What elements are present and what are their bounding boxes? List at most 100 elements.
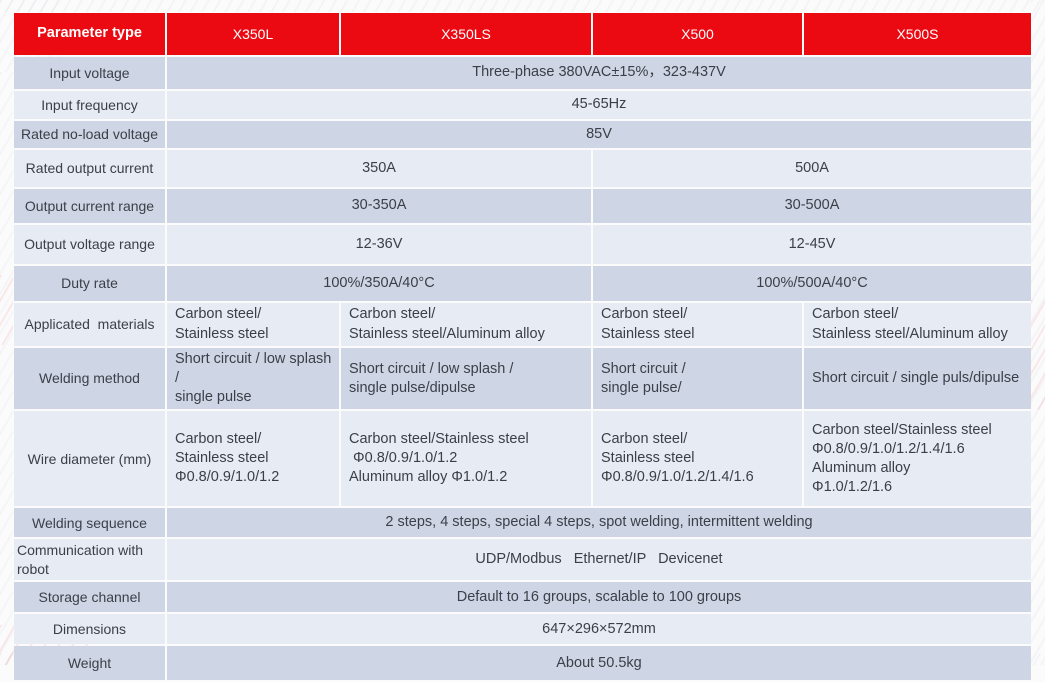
data-cell: About 50.5kg <box>167 646 1031 681</box>
header-cell-model-x500: X500 <box>593 13 802 55</box>
data-cell: Carbon steel/Stainless steel Φ0.8/0.9/1.… <box>341 411 591 507</box>
data-cell: UDP/Modbus Ethernet/IP Devicenet <box>167 539 1031 581</box>
data-cell: Short circuit / low splash / single pulse… <box>341 348 591 410</box>
data-cell: 2 steps, 4 steps, special 4 steps, spot … <box>167 508 1031 538</box>
row-label-text: Input voltage <box>49 64 130 81</box>
data-cell: Short circuit / single pulse/ <box>593 348 802 410</box>
data-cell-line: Carbon steel/ <box>175 431 262 448</box>
data-cell-line: Φ0.8/0.9/1.0/1.2/1.4/1.6 <box>812 440 965 457</box>
data-cell-text: 30-350A <box>351 197 407 214</box>
row-label: Welding sequence <box>14 508 165 538</box>
data-cell: 45-65Hz <box>167 91 1031 119</box>
row-label: Output current range <box>14 189 165 223</box>
table-row-duty-rate: Duty rate 100%/350A/40°C 100%/500A/40°C <box>14 266 1031 301</box>
hatch-decoration-top <box>0 0 1045 12</box>
table-row-dimensions: Dimensions 647×296×572mm <box>14 614 1031 645</box>
data-cell: Short circuit / single puls/dipulse <box>804 348 1031 410</box>
table-row-weight: Weight About 50.5kg <box>14 646 1031 681</box>
data-cell-line: Φ0.8/0.9/1.0/1.2 <box>175 469 280 486</box>
row-label-text: Output voltage range <box>24 236 155 253</box>
row-label: Rated no-load voltage <box>14 121 165 148</box>
row-label-text: Weight <box>67 655 112 672</box>
data-cell: 100%/500A/40°C <box>593 266 1031 301</box>
row-label: Output voltage range <box>14 225 165 264</box>
table-row-output-current-range: Output current range 30-350A 30-500A <box>14 189 1031 223</box>
data-cell: Three-phase 380VAC±15%，323-437V <box>167 57 1031 89</box>
table-row-welding-method: Welding method Short circuit / low splash… <box>14 348 1031 410</box>
data-cell-text: 647×296×572mm <box>542 620 656 637</box>
data-cell: Carbon steel/Stainless steel <box>167 303 339 346</box>
data-cell: Carbon steel/Stainless steel/Aluminum al… <box>341 303 591 346</box>
table-row-wire-diameter-mm: Wire diameter (mm) Carbon steel/Stainless… <box>14 411 1031 507</box>
row-label: Weight <box>14 646 165 681</box>
data-cell-text: 100%/500A/40°C <box>756 274 868 291</box>
row-label: Wire diameter (mm) <box>14 411 165 507</box>
header-cell-parameter-type: Parameter type <box>14 13 165 55</box>
data-cell-line: Short circuit / <box>601 360 686 377</box>
data-cell: Carbon steel/Stainless steel Φ0.8/0.9/1.0… <box>167 411 339 507</box>
table-header-row: Parameter type X350L X350LS X500 X500S <box>14 13 1031 55</box>
row-label: Storage channel <box>14 582 165 613</box>
data-cell-line: Carbon steel/ <box>601 431 688 448</box>
spec-table: Parameter type X350L X350LS X500 X500S Inpu… <box>14 13 1031 682</box>
table-body: Input voltage Three-phase 380VAC±15%，323-… <box>14 57 1031 681</box>
data-cell-text: 12-45V <box>788 235 836 252</box>
data-cell-line: single pulse/dipulse <box>349 379 476 396</box>
data-cell-line: Carbon steel/Stainless steel <box>349 431 529 448</box>
data-cell-line: single pulse <box>175 389 252 406</box>
row-label-text: Duty rate <box>61 275 118 292</box>
row-label: Rated output current <box>14 150 165 187</box>
row-label-text: Dimensions <box>52 621 127 638</box>
data-cell-text: Default to 16 groups, scalable to 100 gr… <box>456 588 742 605</box>
row-label-text: Rated output current <box>25 160 154 177</box>
row-label: Input frequency <box>14 91 165 119</box>
data-cell-text: Three-phase 380VAC±15%，323-437V <box>472 64 726 81</box>
data-cell-text: 2 steps, 4 steps, special 4 steps, spot … <box>385 514 813 531</box>
data-cell-text: UDP/Modbus Ethernet/IP Devicenet <box>475 551 723 568</box>
data-cell-line: Stainless steel <box>175 325 269 342</box>
data-cell-line: Stainless steel <box>601 450 695 467</box>
data-cell-line: Aluminum alloy <box>812 459 911 476</box>
row-label: Applicated materials <box>14 303 165 346</box>
data-cell: 100%/350A/40°C <box>167 266 591 301</box>
data-cell-line: Carbon steel/ <box>812 306 899 323</box>
data-cell-line: Φ1.0/1.2/1.6 <box>812 479 893 495</box>
data-cell-line: Carbon steel/Stainless steel <box>812 421 992 438</box>
data-cell-line: Stainless steel/Aluminum alloy <box>812 325 1008 342</box>
data-cell-text: 85V <box>586 125 612 142</box>
data-cell-line: Short circuit / single puls/dipulse <box>812 370 1020 387</box>
table-row-output-voltage-range: Output voltage range 12-36V 12-45V <box>14 225 1031 264</box>
row-label-text: Welding sequence <box>32 514 147 531</box>
row-label-text: Welding method <box>39 370 140 387</box>
data-cell-line: Φ0.8/0.9/1.0/1.2 <box>349 450 458 467</box>
table-row-welding-sequence: Welding sequence 2 steps, 4 steps, specia… <box>14 508 1031 538</box>
row-label: Communication with robot <box>14 539 165 581</box>
data-cell: Carbon steel/Stainless steel Φ0.8/0.9/1.0… <box>804 411 1031 507</box>
data-cell-text: 30-500A <box>784 197 840 214</box>
data-cell-line: Short circuit / low splash / <box>349 360 514 377</box>
table-row-input-frequency: Input frequency 45-65Hz <box>14 91 1031 119</box>
data-cell-line: single pulse/ <box>601 379 682 396</box>
table-row-rated-no-load-voltage: Rated no-load voltage 85V <box>14 121 1031 148</box>
table-row-storage-channel: Storage channel Default to 16 groups, sca… <box>14 582 1031 613</box>
table-row-rated-output-current: Rated output current 350A 500A <box>14 150 1031 187</box>
data-cell-line: Short circuit / low splash / <box>175 351 336 387</box>
data-cell: Carbon steel/Stainless steel <box>593 303 802 346</box>
data-cell-line: Stainless steel <box>175 450 269 467</box>
row-label-text: Communication with robot <box>17 542 147 577</box>
data-cell: Short circuit / low splash / single pulse <box>167 348 339 410</box>
row-label-text: Output current range <box>24 197 155 214</box>
table-row-communication-with-robot: Communication with robot UDP/Modbus Ether… <box>14 539 1031 581</box>
data-cell-line: Stainless steel <box>601 325 695 342</box>
row-label-text: Rated no-load voltage <box>21 126 158 143</box>
hatch-decoration-pink-left <box>0 275 13 345</box>
data-cell: 30-500A <box>593 189 1031 223</box>
header-cell-model-x350ls: X350LS <box>341 13 591 55</box>
data-cell-text: 12-36V <box>355 235 403 252</box>
data-cell-text: 350A <box>362 159 396 176</box>
row-label: Duty rate <box>14 266 165 301</box>
data-cell: 500A <box>593 150 1031 187</box>
data-cell: 12-45V <box>593 225 1031 264</box>
row-label: Welding method <box>14 348 165 410</box>
data-cell: Default to 16 groups, scalable to 100 gr… <box>167 582 1031 613</box>
